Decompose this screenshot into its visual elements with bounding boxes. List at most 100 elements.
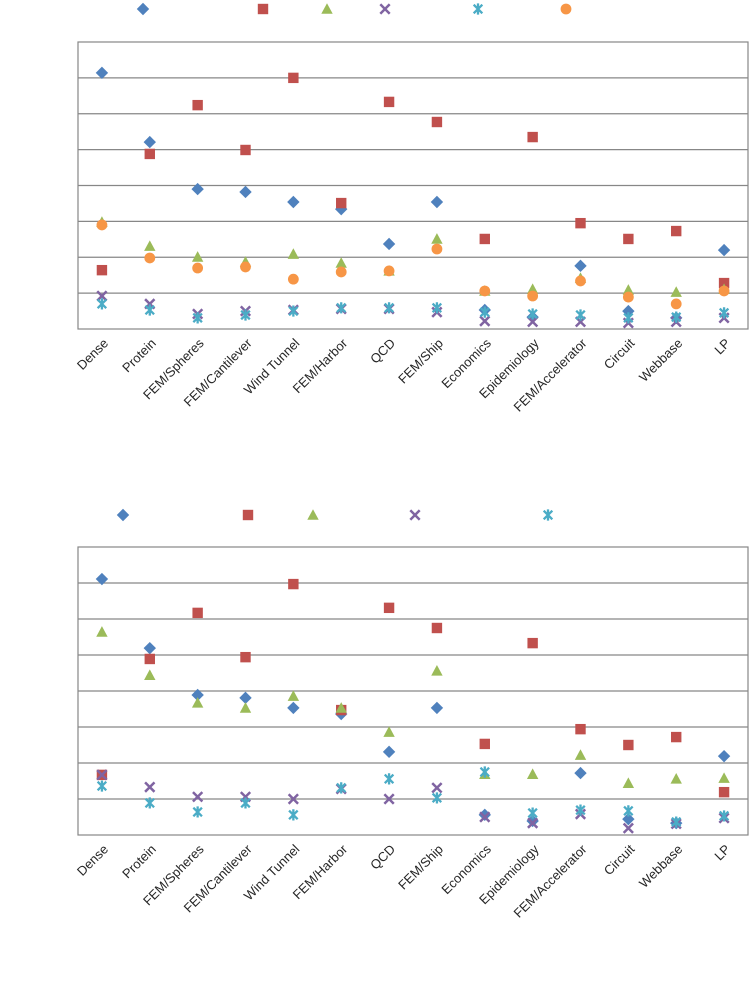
data-point-marker	[287, 793, 299, 805]
data-point-marker	[718, 277, 730, 289]
data-point-marker	[383, 773, 395, 785]
data-point-marker	[336, 197, 347, 209]
x-axis-label: Webbase	[636, 336, 685, 385]
data-point-marker	[191, 688, 204, 702]
legend-marker-square-icon	[257, 3, 269, 15]
data-point-marker	[718, 810, 730, 822]
data-point-marker	[240, 651, 251, 663]
data-point-marker	[623, 233, 634, 245]
data-point-marker	[671, 731, 682, 743]
x-axis-label: Circuit	[601, 841, 638, 878]
series-1-blue-diamond	[95, 572, 731, 830]
data-point-marker	[671, 311, 682, 323]
x-axis-label: Dense	[74, 842, 111, 879]
data-point-marker	[382, 237, 396, 251]
x-axis-labels: Dense ProteinFEM/SpheresFEM/CantileverWin…	[74, 841, 733, 921]
x-axis-label: Dense	[74, 336, 111, 373]
series-1-blue-diamond	[95, 66, 731, 325]
data-point-marker	[622, 812, 635, 826]
data-point-marker	[575, 723, 586, 735]
data-point-marker	[526, 814, 539, 828]
data-point-marker	[144, 797, 155, 809]
data-point-marker	[191, 697, 204, 708]
x-axis-label: Protein	[119, 336, 159, 376]
data-point-marker	[622, 822, 634, 834]
data-point-marker	[670, 298, 682, 310]
data-point-marker	[335, 702, 347, 713]
legend-marker-triangle-icon	[307, 509, 319, 520]
data-point-marker	[144, 240, 156, 251]
x-axis-label: LP	[711, 336, 733, 358]
data-point-marker	[191, 182, 204, 196]
data-point-marker	[431, 792, 443, 804]
legend-marker-circle-icon	[560, 3, 572, 15]
series-4-purple-x	[96, 290, 730, 329]
data-point-marker	[671, 816, 682, 828]
data-point-marker	[287, 701, 300, 715]
data-point-marker	[717, 243, 731, 257]
data-point-marker	[671, 225, 682, 237]
data-point-marker	[526, 283, 539, 294]
series-5-cyan-star	[96, 298, 730, 324]
series-2-red-square	[96, 578, 730, 798]
data-point-marker	[431, 782, 443, 794]
data-point-marker	[670, 773, 682, 784]
data-point-marker	[192, 312, 203, 324]
series-2-red-square	[96, 72, 730, 289]
data-point-marker	[335, 202, 348, 216]
data-point-marker	[144, 781, 156, 793]
series-6-orange-circle	[96, 219, 730, 310]
data-point-marker	[240, 144, 251, 156]
legend-marker-square-icon	[242, 509, 254, 521]
data-point-marker	[144, 304, 155, 316]
data-point-marker	[623, 312, 634, 324]
data-point-marker	[288, 809, 299, 821]
data-point-marker	[622, 304, 635, 318]
data-point-marker	[622, 284, 635, 295]
data-point-marker	[574, 766, 587, 780]
data-point-marker	[670, 286, 682, 297]
legend-marker-x-icon	[409, 509, 421, 521]
x-axis-labels: Dense ProteinFEM/SpheresFEM/CantileverWin…	[74, 335, 733, 415]
data-point-marker	[430, 701, 444, 715]
data-point-marker	[383, 96, 395, 108]
data-point-marker	[527, 807, 538, 819]
legend-marker-triangle-icon	[321, 3, 333, 14]
data-point-marker	[479, 811, 491, 823]
data-point-marker	[479, 233, 490, 245]
data-point-marker	[335, 266, 347, 278]
x-axis-label: FEM/Ship	[395, 336, 446, 387]
data-point-marker	[96, 298, 108, 310]
data-point-marker	[431, 233, 443, 244]
data-point-marker	[192, 99, 203, 111]
data-point-marker	[192, 607, 203, 619]
x-axis-label: Circuit	[601, 335, 638, 372]
chart-bottom: Dense ProteinFEM/SpheresFEM/CantileverWin…	[74, 546, 749, 921]
data-point-marker	[431, 116, 443, 128]
data-point-marker	[718, 285, 730, 297]
data-point-marker	[239, 702, 252, 713]
data-point-marker	[287, 690, 300, 701]
data-point-marker	[383, 302, 395, 314]
series-4-purple-x	[96, 769, 730, 834]
data-point-marker	[95, 66, 109, 80]
data-point-marker	[383, 265, 395, 277]
data-point-marker	[526, 768, 539, 779]
data-point-marker	[527, 308, 538, 320]
x-axis-label: QCD	[367, 336, 398, 367]
x-axis-label: LP	[711, 842, 733, 864]
data-point-marker	[192, 791, 204, 803]
data-point-marker	[623, 739, 634, 751]
data-point-marker	[575, 804, 586, 816]
data-point-marker	[240, 261, 251, 273]
data-point-marker	[478, 808, 491, 822]
data-point-marker	[239, 185, 252, 199]
data-point-marker	[431, 665, 443, 676]
data-point-marker	[287, 273, 299, 285]
data-point-marker	[335, 257, 347, 268]
data-point-marker	[479, 285, 491, 297]
legend-marker-star-icon	[472, 3, 484, 15]
data-point-marker	[383, 602, 395, 614]
